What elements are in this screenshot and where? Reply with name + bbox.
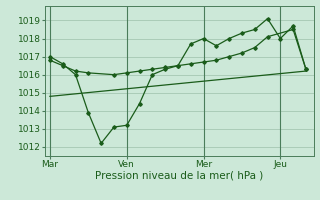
X-axis label: Pression niveau de la mer( hPa ): Pression niveau de la mer( hPa ) bbox=[95, 171, 263, 181]
